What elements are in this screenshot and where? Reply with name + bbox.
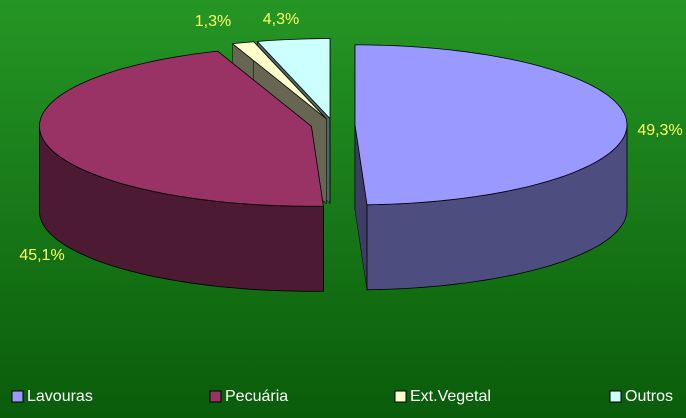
legend-swatch <box>11 390 24 403</box>
legend-label: Pecuária <box>225 388 288 405</box>
legend-label: Lavouras <box>27 388 93 405</box>
slice <box>38 50 324 292</box>
slice <box>354 44 628 291</box>
legend-swatch <box>394 390 407 403</box>
slice-top <box>354 44 628 206</box>
legend-swatch <box>609 390 622 403</box>
slice-top <box>38 50 324 207</box>
legend-swatch <box>209 390 222 403</box>
value-label: 1,3% <box>195 13 231 30</box>
legend-label: Outros <box>625 388 673 405</box>
legend-label: Ext.Vegetal <box>410 388 491 405</box>
value-label: 4,3% <box>263 11 299 28</box>
value-label: 45,1% <box>19 247 64 264</box>
value-label: 49,3% <box>637 122 682 139</box>
slice-top <box>256 38 331 120</box>
labels: 49,3% 45,1% 1,3% 4,3% Lavouras Pecuária Ext.Ve… <box>11 11 683 405</box>
slice-top <box>231 41 327 120</box>
pie <box>38 38 628 292</box>
